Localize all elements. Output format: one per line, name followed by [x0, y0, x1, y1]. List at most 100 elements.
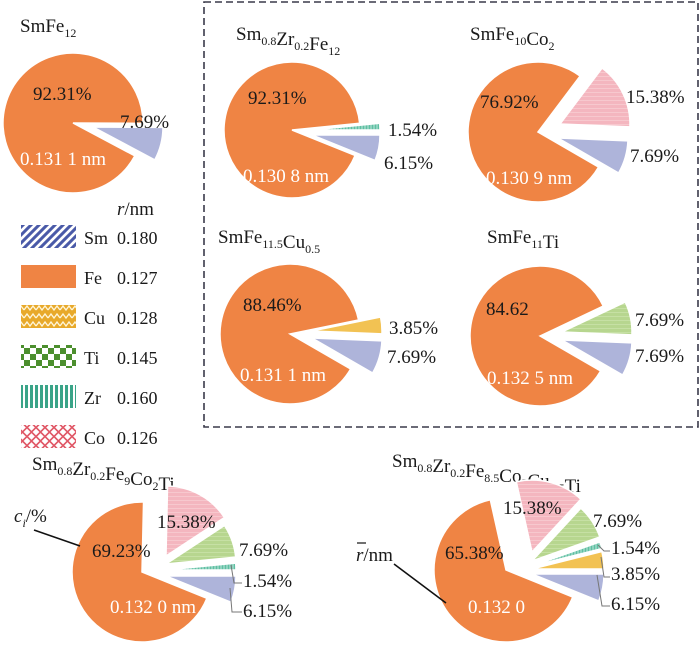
legend-element: Co: [84, 428, 105, 448]
leader-line-zr: [597, 544, 610, 552]
pie-7: Sm0.8Zr0.2Fe8.5Co2Cu0.5Ti65.38%15.38%7.6…: [392, 451, 660, 643]
pie-3: SmFe10Co2 76.92% 15.38% 7.69% 0.130 9 nm: [467, 24, 685, 203]
slice-label-cu: 3.85%: [389, 318, 438, 339]
slice-label-co: 15.38%: [626, 87, 685, 108]
legend-radius: 0.145: [117, 348, 158, 368]
pie-slice-ti: [561, 301, 633, 336]
pie-title: SmFe11Ti: [487, 227, 559, 253]
legend-item-ti: Ti 0.145: [21, 345, 158, 368]
pie-6: Sm0.8Zr0.2Fe9Co2Ti 69.23% 15.38% 7.69% 1.54%…: [32, 454, 292, 643]
legend-swatch: [21, 425, 76, 448]
slice-label-fe: 76.92%: [480, 92, 539, 113]
slice-label-fe: 69.23%: [92, 541, 151, 562]
slice-label-ti: 7.69%: [593, 511, 642, 532]
pie-charts: SmFe12 92.31% 7.69% 0.131 1 nm Sm0.8Zr0.2Fe1…: [2, 16, 685, 643]
dashed-group-box: [203, 1, 699, 428]
pie-slice-fe: [71, 501, 208, 643]
pie-4: SmFe11.5Cu0.5 88.46% 3.85% 7.69% 0.131 1 nm: [218, 227, 438, 405]
legend-item-fe: Fe 0.127: [21, 265, 158, 288]
legend-radius: 0.160: [117, 388, 158, 408]
legend-swatch: [21, 265, 76, 288]
legend-title: r/nm: [117, 199, 154, 220]
slice-label-co: 15.38%: [503, 498, 562, 519]
slice-label-sm: 7.69%: [630, 146, 679, 167]
ci-pointer-line: [33, 529, 81, 547]
leader-line-zr: [230, 564, 242, 584]
slice-label-zr: 1.54%: [388, 120, 437, 141]
leader-line-sm: [229, 587, 242, 613]
mean-radius-label: 0.131 1 nm: [240, 365, 326, 386]
pie-2: Sm0.8Zr0.2Fe12 92.31% 1.54% 6.15% 0.130 8 nm: [223, 24, 437, 199]
mean-radius-label: 0.132 5 nm: [487, 368, 573, 389]
slice-label-fe: 65.38%: [445, 543, 504, 564]
slice-label-sm: 7.69%: [120, 112, 169, 133]
pie-slice-fe: [2, 52, 144, 194]
pie-slice-sm: [311, 337, 383, 375]
legend-swatch: [21, 305, 76, 328]
pie-slice-sm: [92, 126, 164, 161]
slice-label-zr: 1.54%: [243, 571, 292, 592]
pie-slice-co: [558, 67, 631, 128]
leader-line-cu: [600, 556, 610, 578]
pie-slice-fe: [469, 265, 605, 407]
mean-radius-label: 0.131 1 nm: [20, 149, 106, 170]
pie-title: SmFe12: [20, 16, 76, 40]
slice-label-co: 15.38%: [157, 512, 216, 533]
slice-label-zr: 1.54%: [611, 538, 660, 559]
legend-swatch: [21, 345, 76, 368]
legend-radius: 0.128: [117, 308, 158, 328]
pie-title: SmFe11.5Cu0.5: [218, 227, 320, 256]
legend-item-sm: Sm 0.180: [21, 225, 158, 248]
mean-radius-label: 0.132 0 nm: [110, 597, 196, 618]
slice-label-sm: 6.15%: [243, 601, 292, 622]
pie-slice-fe: [433, 498, 574, 643]
pie-title: SmFe10Co2: [470, 24, 555, 53]
legend-item-co: Co 0.126: [21, 425, 158, 448]
legend-item-zr: Zr 0.160: [21, 385, 158, 408]
pie-slice-co: [515, 479, 582, 554]
slice-label-fe: 92.31%: [248, 88, 307, 109]
pie-slice-fe: [467, 61, 600, 203]
pie-title: Sm0.8Zr0.2Fe12: [236, 24, 340, 58]
pie-slice-zr: [311, 122, 381, 131]
slice-label-sm: 7.69%: [635, 346, 684, 367]
pie-1: SmFe12 92.31% 7.69% 0.131 1 nm: [2, 16, 169, 194]
pie-slice-sm: [561, 339, 633, 377]
slice-label-sm: 6.15%: [384, 153, 433, 174]
slice-label-sm: 6.15%: [611, 594, 660, 615]
leader-line-sm: [596, 574, 610, 607]
slice-label-fe: 84.62: [486, 299, 529, 320]
pie-title: Sm0.8Zr0.2Fe9Co2Ti: [32, 454, 175, 495]
slice-label-cu: 3.85%: [611, 564, 660, 585]
slice-label-ti: 7.69%: [635, 310, 684, 331]
legend-radius: 0.126: [117, 428, 158, 448]
slice-label-fe: 92.31%: [33, 84, 92, 105]
pie-slice-cu: [311, 316, 383, 335]
pie-slice-ti: [531, 507, 601, 562]
mean-radius-label: 0.130 9 nm: [486, 168, 572, 189]
slice-label-sm: 7.69%: [387, 347, 436, 368]
pie-slice-sm: [311, 134, 381, 162]
legend-radius: 0.127: [117, 268, 158, 288]
slice-label-ti: 7.69%: [239, 540, 288, 561]
rbar-annotation: r/nm: [356, 545, 393, 566]
legend-swatch: [21, 385, 76, 408]
legend-element: Zr: [84, 388, 101, 408]
pie-slice-sm: [557, 137, 629, 175]
rbar-pointer-line: [393, 563, 447, 604]
pie-slice-co: [165, 485, 226, 558]
legend: r/nm Sm 0.180 Fe 0.127 Cu 0.128 Ti 0.145 Zr 0.160 C…: [21, 199, 158, 448]
mean-radius-label: 0.130 8 nm: [243, 166, 329, 187]
pie-slice-cu: [531, 550, 605, 570]
ci-annotation: ci/%: [14, 506, 47, 530]
legend-element: Fe: [84, 268, 102, 288]
pie-slice-zr: [165, 562, 237, 571]
legend-element: Ti: [84, 348, 99, 368]
legend-item-cu: Cu 0.128: [21, 305, 158, 328]
legend-element: Sm: [84, 228, 108, 248]
pie-slice-ti: [165, 524, 237, 565]
legend-swatch: [21, 225, 76, 248]
mean-radius-label: 0.132 0: [468, 597, 525, 618]
pie-5: SmFe11Ti 84.62 7.69% 7.69% 0.132 5 nm: [469, 227, 684, 407]
